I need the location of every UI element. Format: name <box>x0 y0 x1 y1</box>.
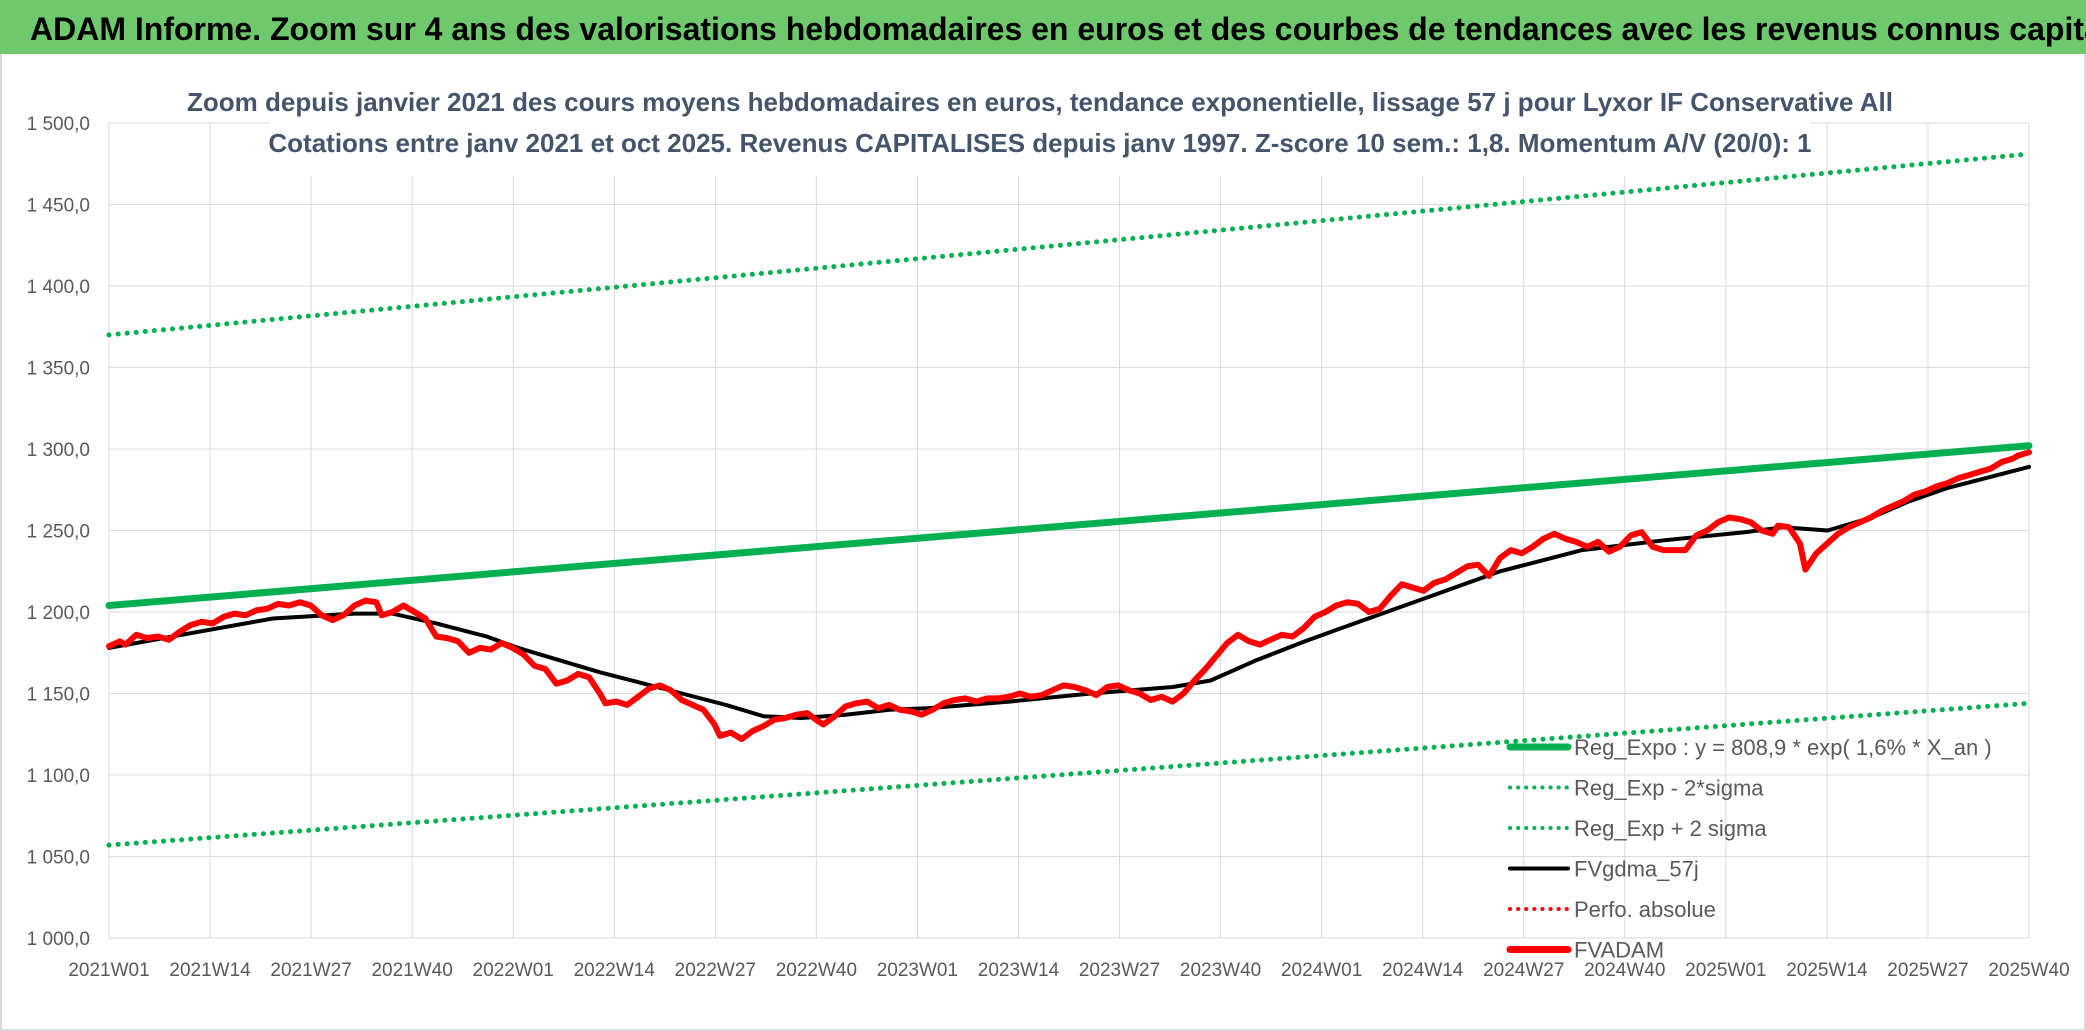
series-reg-exp-plus-2sigma <box>106 151 2032 338</box>
x-tick-label: 2025W27 <box>1887 960 1968 981</box>
x-axis: 2021W01 2021W14 2021W27 2021W40 2022W01 2022W… <box>68 960 2069 981</box>
x-tick-label: 2021W01 <box>68 960 149 981</box>
x-tick-label: 2022W14 <box>574 960 656 981</box>
x-tick-label: 2023W14 <box>978 960 1060 981</box>
x-tick-label: 2024W27 <box>1483 960 1564 981</box>
chart-title: Zoom depuis janvier 2021 des cours moyen… <box>187 87 1893 117</box>
x-tick-label: 2023W01 <box>877 960 958 981</box>
legend-label-2: Reg_Exp + 2 sigma <box>1574 816 1767 841</box>
y-tick-label: 1 250,0 <box>27 522 90 543</box>
x-tick-label: 2024W14 <box>1382 960 1464 981</box>
chart-subtitle: Cotations entre janv 2021 et oct 2025. R… <box>268 128 1811 158</box>
y-tick-label: 1 100,0 <box>27 766 90 787</box>
x-tick-label: 2021W27 <box>270 960 351 981</box>
x-tick-label: 2022W27 <box>675 960 756 981</box>
legend-label-4: Perfo. absolue <box>1574 897 1716 922</box>
x-tick-label: 2023W27 <box>1079 960 1160 981</box>
y-tick-label: 1 300,0 <box>27 440 90 461</box>
series-fvgdma-57j <box>107 464 2031 720</box>
series-reg-exp-minus-2sigma <box>106 700 2032 848</box>
series-fvadam <box>106 449 2032 743</box>
series-layer <box>105 151 2033 848</box>
y-tick-label: 1 450,0 <box>27 196 90 217</box>
x-tick-label: 2025W01 <box>1685 960 1766 981</box>
x-tick-label: 2022W40 <box>776 960 857 981</box>
chart: Zoom depuis janvier 2021 des cours moyen… <box>27 76 2070 981</box>
legend-label-0: Reg_Expo : y = 808,9 * exp( 1,6% * X_an … <box>1574 735 1992 760</box>
y-tick-label: 1 500,0 <box>27 114 90 135</box>
chart-frame: Zoom depuis janvier 2021 des cours moyen… <box>0 54 2086 1031</box>
y-axis: 1 000,0 1 050,0 1 100,0 1 150,0 1 200,0 1 250… <box>27 114 90 950</box>
x-tick-label: 2025W40 <box>1988 960 2069 981</box>
legend: Reg_Expo : y = 808,9 * exp( 1,6% * X_an … <box>1506 735 1992 963</box>
y-tick-label: 1 050,0 <box>27 848 90 869</box>
y-tick-label: 1 400,0 <box>27 277 90 298</box>
title-background <box>270 76 1810 176</box>
legend-label-5: FVADAM <box>1574 938 1664 963</box>
x-tick-label: 2021W14 <box>169 960 251 981</box>
x-tick-label: 2022W01 <box>473 960 554 981</box>
legend-label-3: FVgdma_57j <box>1574 857 1699 882</box>
x-tick-label: 2024W40 <box>1584 960 1665 981</box>
banner-title: ADAM Informe. Zoom sur 4 ans des valoris… <box>0 0 2086 54</box>
series-reg-expo <box>105 442 2033 609</box>
x-tick-label: 2023W40 <box>1180 960 1261 981</box>
x-tick-label: 2021W40 <box>371 960 452 981</box>
y-tick-label: 1 150,0 <box>27 685 90 706</box>
y-tick-label: 1 350,0 <box>27 359 90 380</box>
y-tick-label: 1 200,0 <box>27 603 90 624</box>
chart-title-block: Zoom depuis janvier 2021 des cours moyen… <box>187 76 1893 176</box>
x-tick-label: 2025W14 <box>1786 960 1868 981</box>
legend-label-1: Reg_Exp - 2*sigma <box>1574 776 1764 801</box>
x-tick-label: 2024W01 <box>1281 960 1362 981</box>
y-tick-label: 1 000,0 <box>27 929 90 950</box>
